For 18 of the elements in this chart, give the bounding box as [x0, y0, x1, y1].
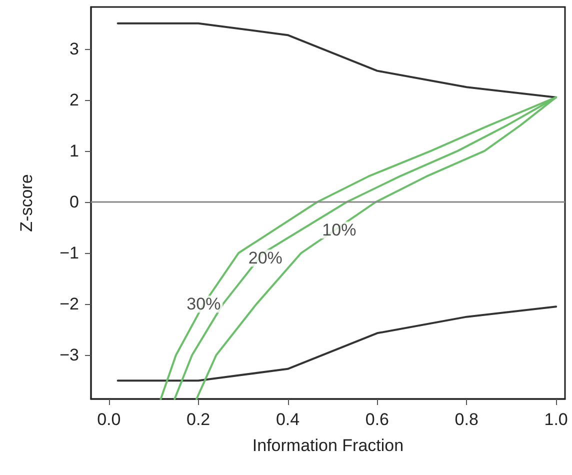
- y-tick-label: 3: [70, 39, 79, 58]
- x-tick-label: 0.2: [186, 410, 210, 429]
- x-axis-title: Information Fraction: [252, 436, 404, 455]
- x-tick-label: 1.0: [544, 410, 568, 429]
- y-tick-label: 0: [70, 192, 79, 212]
- y-tick-label: 2: [70, 90, 79, 110]
- line-series: [116, 22, 558, 98]
- y-tick-label: −3: [60, 346, 79, 365]
- annotation: 10%: [322, 220, 356, 240]
- x-tick-label: 0.4: [276, 410, 300, 429]
- annotation: 20%: [248, 248, 282, 268]
- x-tick-label: 0.6: [365, 410, 390, 429]
- y-tick-label: −2: [60, 294, 79, 314]
- x-tick-label: 0.8: [454, 410, 478, 429]
- y-axis-title: Z-score: [17, 174, 36, 232]
- y-tick-label: −1: [60, 244, 79, 263]
- x-tick-label: 0.0: [97, 410, 121, 429]
- y-tick-label: 1: [70, 141, 79, 160]
